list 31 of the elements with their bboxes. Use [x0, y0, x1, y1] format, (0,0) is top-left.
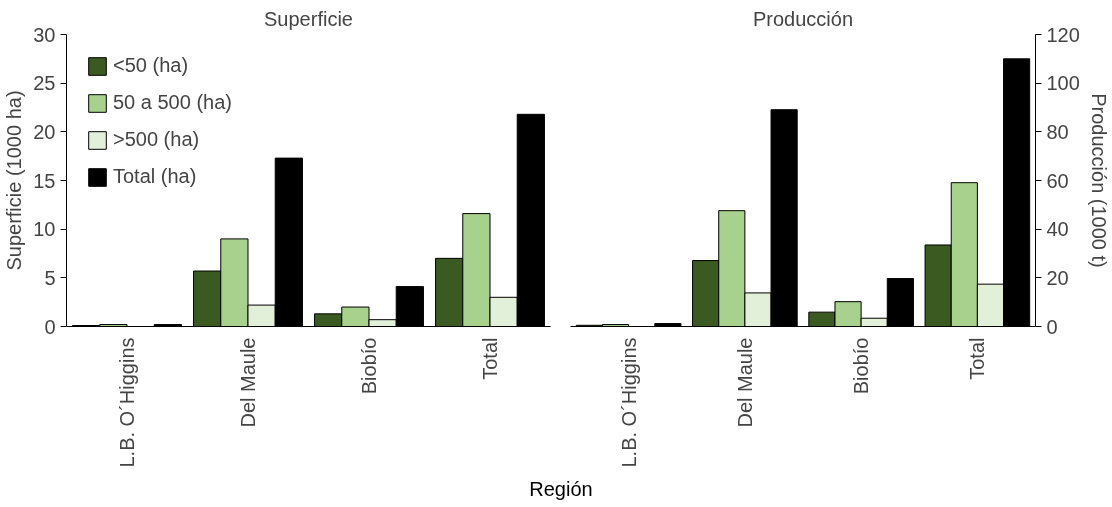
y2-tick-label: 80 — [1046, 120, 1069, 143]
y2-tick-label: 0 — [1046, 315, 1058, 338]
x-tick-label: Total — [479, 337, 501, 380]
x-tick-label: L.B. O´Higgins — [617, 337, 640, 468]
y-tick-label: 15 — [33, 169, 56, 192]
y2-tick-label: 20 — [1046, 266, 1069, 289]
y-tick-label: 30 — [33, 23, 56, 46]
y2-axis-title: Producción (1000 t) — [1087, 93, 1110, 268]
chart-title: Superficie — [264, 7, 353, 30]
x-axis-title: Región — [529, 477, 593, 502]
legend-label: 50 a 500 (ha) — [113, 91, 232, 114]
legend-label: Total (ha) — [113, 165, 197, 188]
x-tick-label: L.B. O´Higgins — [116, 337, 138, 468]
y-tick-label: 5 — [44, 266, 56, 289]
legend-label: >500 (ha) — [113, 128, 200, 151]
x-tick-label: Del Maule — [237, 337, 259, 428]
x-tick-label: Total — [966, 337, 989, 380]
y-axis-title: Superficie (1000 ha) — [3, 90, 26, 271]
x-tick-label: Biobío — [358, 337, 380, 395]
x-tick-label: Del Maule — [733, 337, 756, 428]
y-tick-label: 25 — [33, 72, 56, 95]
y2-tick-label: 100 — [1046, 72, 1080, 95]
y-tick-label: 10 — [33, 218, 56, 241]
x-tick-label: Biobío — [850, 337, 873, 395]
y2-tick-label: 60 — [1046, 169, 1069, 192]
y2-tick-label: 120 — [1046, 23, 1080, 46]
y-tick-label: 0 — [44, 315, 56, 338]
chart-title: Producción — [752, 7, 854, 30]
y-tick-label: 20 — [33, 120, 56, 143]
y2-tick-label: 40 — [1046, 218, 1069, 241]
legend-label: <50 (ha) — [113, 54, 189, 77]
